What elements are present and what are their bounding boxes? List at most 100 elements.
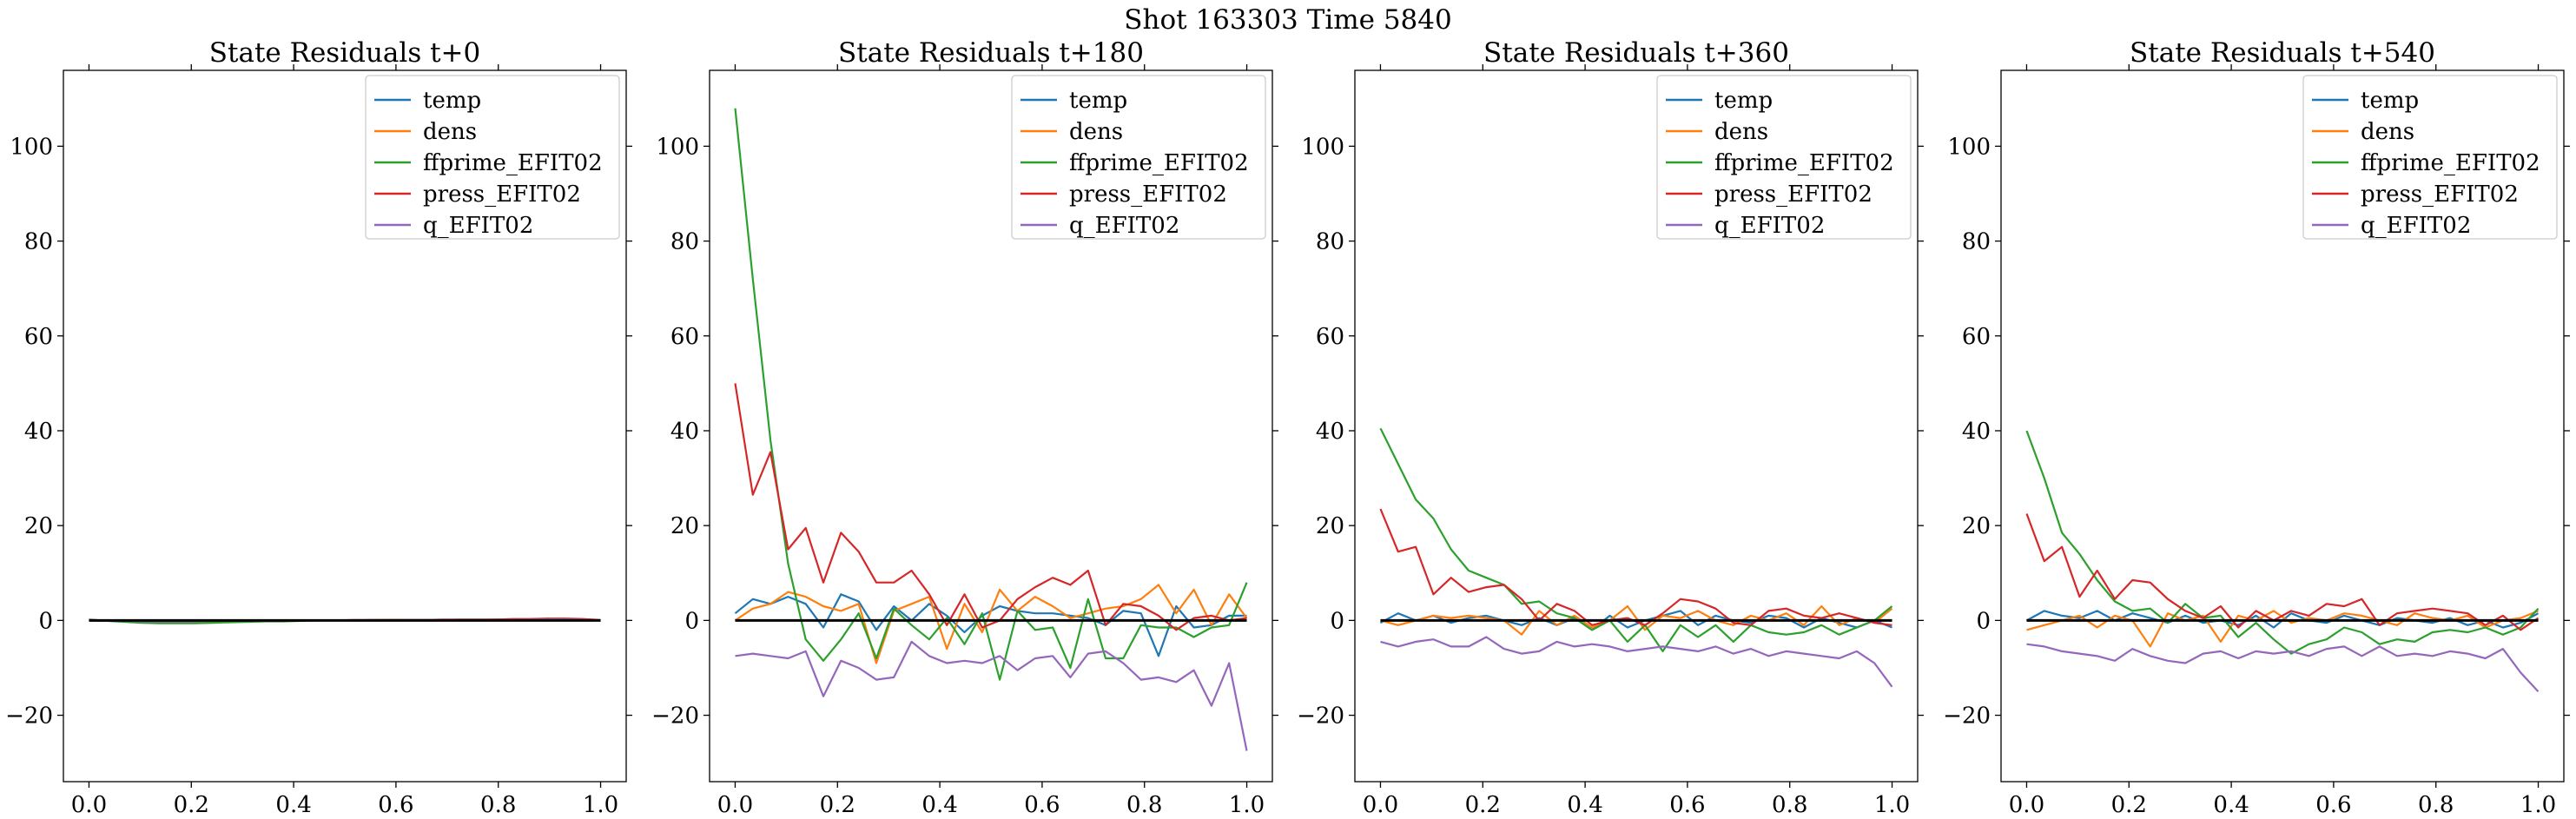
series-line-ffprime_EFIT02 [1379,427,1893,653]
x-tick-label: 0.0 [71,792,107,818]
y-tick-label: 60 [670,324,699,350]
x-tick-label: 0.6 [378,792,413,818]
legend-label-temp: temp [1714,88,1773,114]
x-tick-label: 0.2 [2111,792,2147,818]
series-line-dens [1380,604,1893,636]
legend-label-temp: temp [423,88,481,114]
x-tick-label: 0.2 [820,792,855,818]
x-tick-label: 0.8 [1126,792,1162,818]
axes-frame [2000,69,2565,783]
y-tick-label: 40 [1316,419,1344,445]
axes-frame [1354,69,1919,783]
x-tick-label: 0.0 [1363,792,1398,818]
y-tick-label: 100 [10,134,53,160]
y-tick-label: 100 [1301,134,1344,160]
y-tick-label: −20 [5,703,53,730]
y-tick-label: 0 [38,608,53,634]
legend-box [1656,75,1912,240]
x-tick-label: 0.2 [1465,792,1501,818]
y-tick-label: 80 [1316,229,1344,255]
series-line-ffprime_EFIT02 [2025,430,2540,655]
panel-title: State Residuals t+540 [2130,37,2435,69]
series-line-q_EFIT02 [2026,643,2540,693]
legend-label-ffprime_EFIT02: ffprime_EFIT02 [1714,150,1894,176]
y-tick-label: 0 [1330,608,1344,634]
y-tick-label: 20 [1316,513,1344,539]
x-tick-label: 0.6 [1024,792,1060,818]
x-tick-label: 1.0 [2520,792,2556,818]
panel-title: State Residuals t+180 [838,37,1144,69]
legend-label-temp: temp [1069,88,1127,114]
axes-frame [709,69,1273,783]
axes-root: State Residuals t+0 0.0 0.2 0.4 0.6 0.8 1.0 −20… [5,37,2570,818]
series-line-q_EFIT02 [1380,636,1893,688]
legend-label-q_EFIT02: q_EFIT02 [1714,213,1825,239]
legend-box [2302,75,2558,240]
legend-label-ffprime_EFIT02: ffprime_EFIT02 [423,150,603,176]
series-line-ffprime_EFIT02 [734,108,1248,681]
axes-panel-1: State Residuals t+180 0.0 0.2 0.4 0.6 0.8 1.0 −… [651,37,1278,818]
legend-label-q_EFIT02: q_EFIT02 [2361,213,2471,239]
series-line-press_EFIT02 [734,383,1247,631]
y-tick-label: 20 [24,513,53,539]
x-tick-label: 0.6 [2315,792,2351,818]
y-tick-label: 60 [24,324,53,350]
y-tick-label: 20 [1962,513,1991,539]
x-tick-label: 1.0 [1229,792,1265,818]
y-tick-label: −20 [1297,703,1344,730]
x-tick-label: 1.0 [583,792,618,818]
y-tick-label: 80 [1962,229,1991,255]
x-tick-label: 0.6 [1669,792,1705,818]
legend-label-press_EFIT02: press_EFIT02 [1069,182,1227,208]
legend-label-temp: temp [2361,88,2419,114]
legend-label-press_EFIT02: press_EFIT02 [2361,182,2519,208]
y-tick-label: 40 [1962,419,1991,445]
axes-panel-0: State Residuals t+0 0.0 0.2 0.4 0.6 0.8 1.0 −20… [5,37,632,818]
x-tick-label: 0.0 [717,792,753,818]
legend-label-ffprime_EFIT02: ffprime_EFIT02 [2361,150,2540,176]
legend-label-dens: dens [1714,119,1768,145]
legend-label-q_EFIT02: q_EFIT02 [1069,213,1179,239]
x-tick-label: 0.0 [2009,792,2044,818]
legend-box [1011,75,1266,240]
axes-frame [63,69,627,783]
y-tick-label: 0 [684,608,699,634]
x-tick-label: 0.4 [1567,792,1602,818]
x-tick-label: 0.4 [2213,792,2249,818]
legend-label-press_EFIT02: press_EFIT02 [1714,182,1873,208]
legend-label-ffprime_EFIT02: ffprime_EFIT02 [1069,150,1249,176]
x-tick-label: 0.8 [480,792,516,818]
panel-title: State Residuals t+360 [1483,37,1789,69]
x-tick-label: 0.8 [1772,792,1807,818]
y-tick-label: 60 [1316,324,1344,350]
x-tick-label: 0.4 [921,792,957,818]
y-tick-label: 0 [1976,608,1991,634]
y-tick-label: −20 [651,703,699,730]
legend-label-press_EFIT02: press_EFIT02 [423,182,581,208]
y-tick-label: 100 [656,134,699,160]
axes-panel-3: State Residuals t+540 0.0 0.2 0.4 0.6 0.8 1.0 −… [1943,37,2570,818]
y-tick-label: 80 [670,229,699,255]
axes-panel-2: State Residuals t+360 0.0 0.2 0.4 0.6 0.8 1.0 −… [1297,37,1924,818]
y-tick-label: 60 [1962,324,1991,350]
x-tick-label: 1.0 [1874,792,1910,818]
y-tick-label: 80 [24,229,53,255]
legend-box [365,75,620,240]
series-line-dens [734,584,1248,664]
legend-label-q_EFIT02: q_EFIT02 [423,213,533,239]
x-tick-label: 0.8 [2418,792,2454,818]
series-line-temp [1379,610,1892,631]
legend-label-dens: dens [423,119,477,145]
figure-suptitle: Shot 163303 Time 5840 [1124,4,1451,36]
panel-title: State Residuals t+0 [209,37,480,69]
y-tick-label: 40 [670,419,699,445]
y-tick-label: 40 [24,419,53,445]
x-tick-label: 0.2 [174,792,209,818]
x-tick-label: 0.4 [275,792,311,818]
series-line-q_EFIT02 [735,640,1248,751]
legend-label-dens: dens [1069,119,1123,145]
y-tick-label: 20 [670,513,699,539]
y-tick-label: −20 [1943,703,1991,730]
y-tick-label: 100 [1947,134,1991,160]
